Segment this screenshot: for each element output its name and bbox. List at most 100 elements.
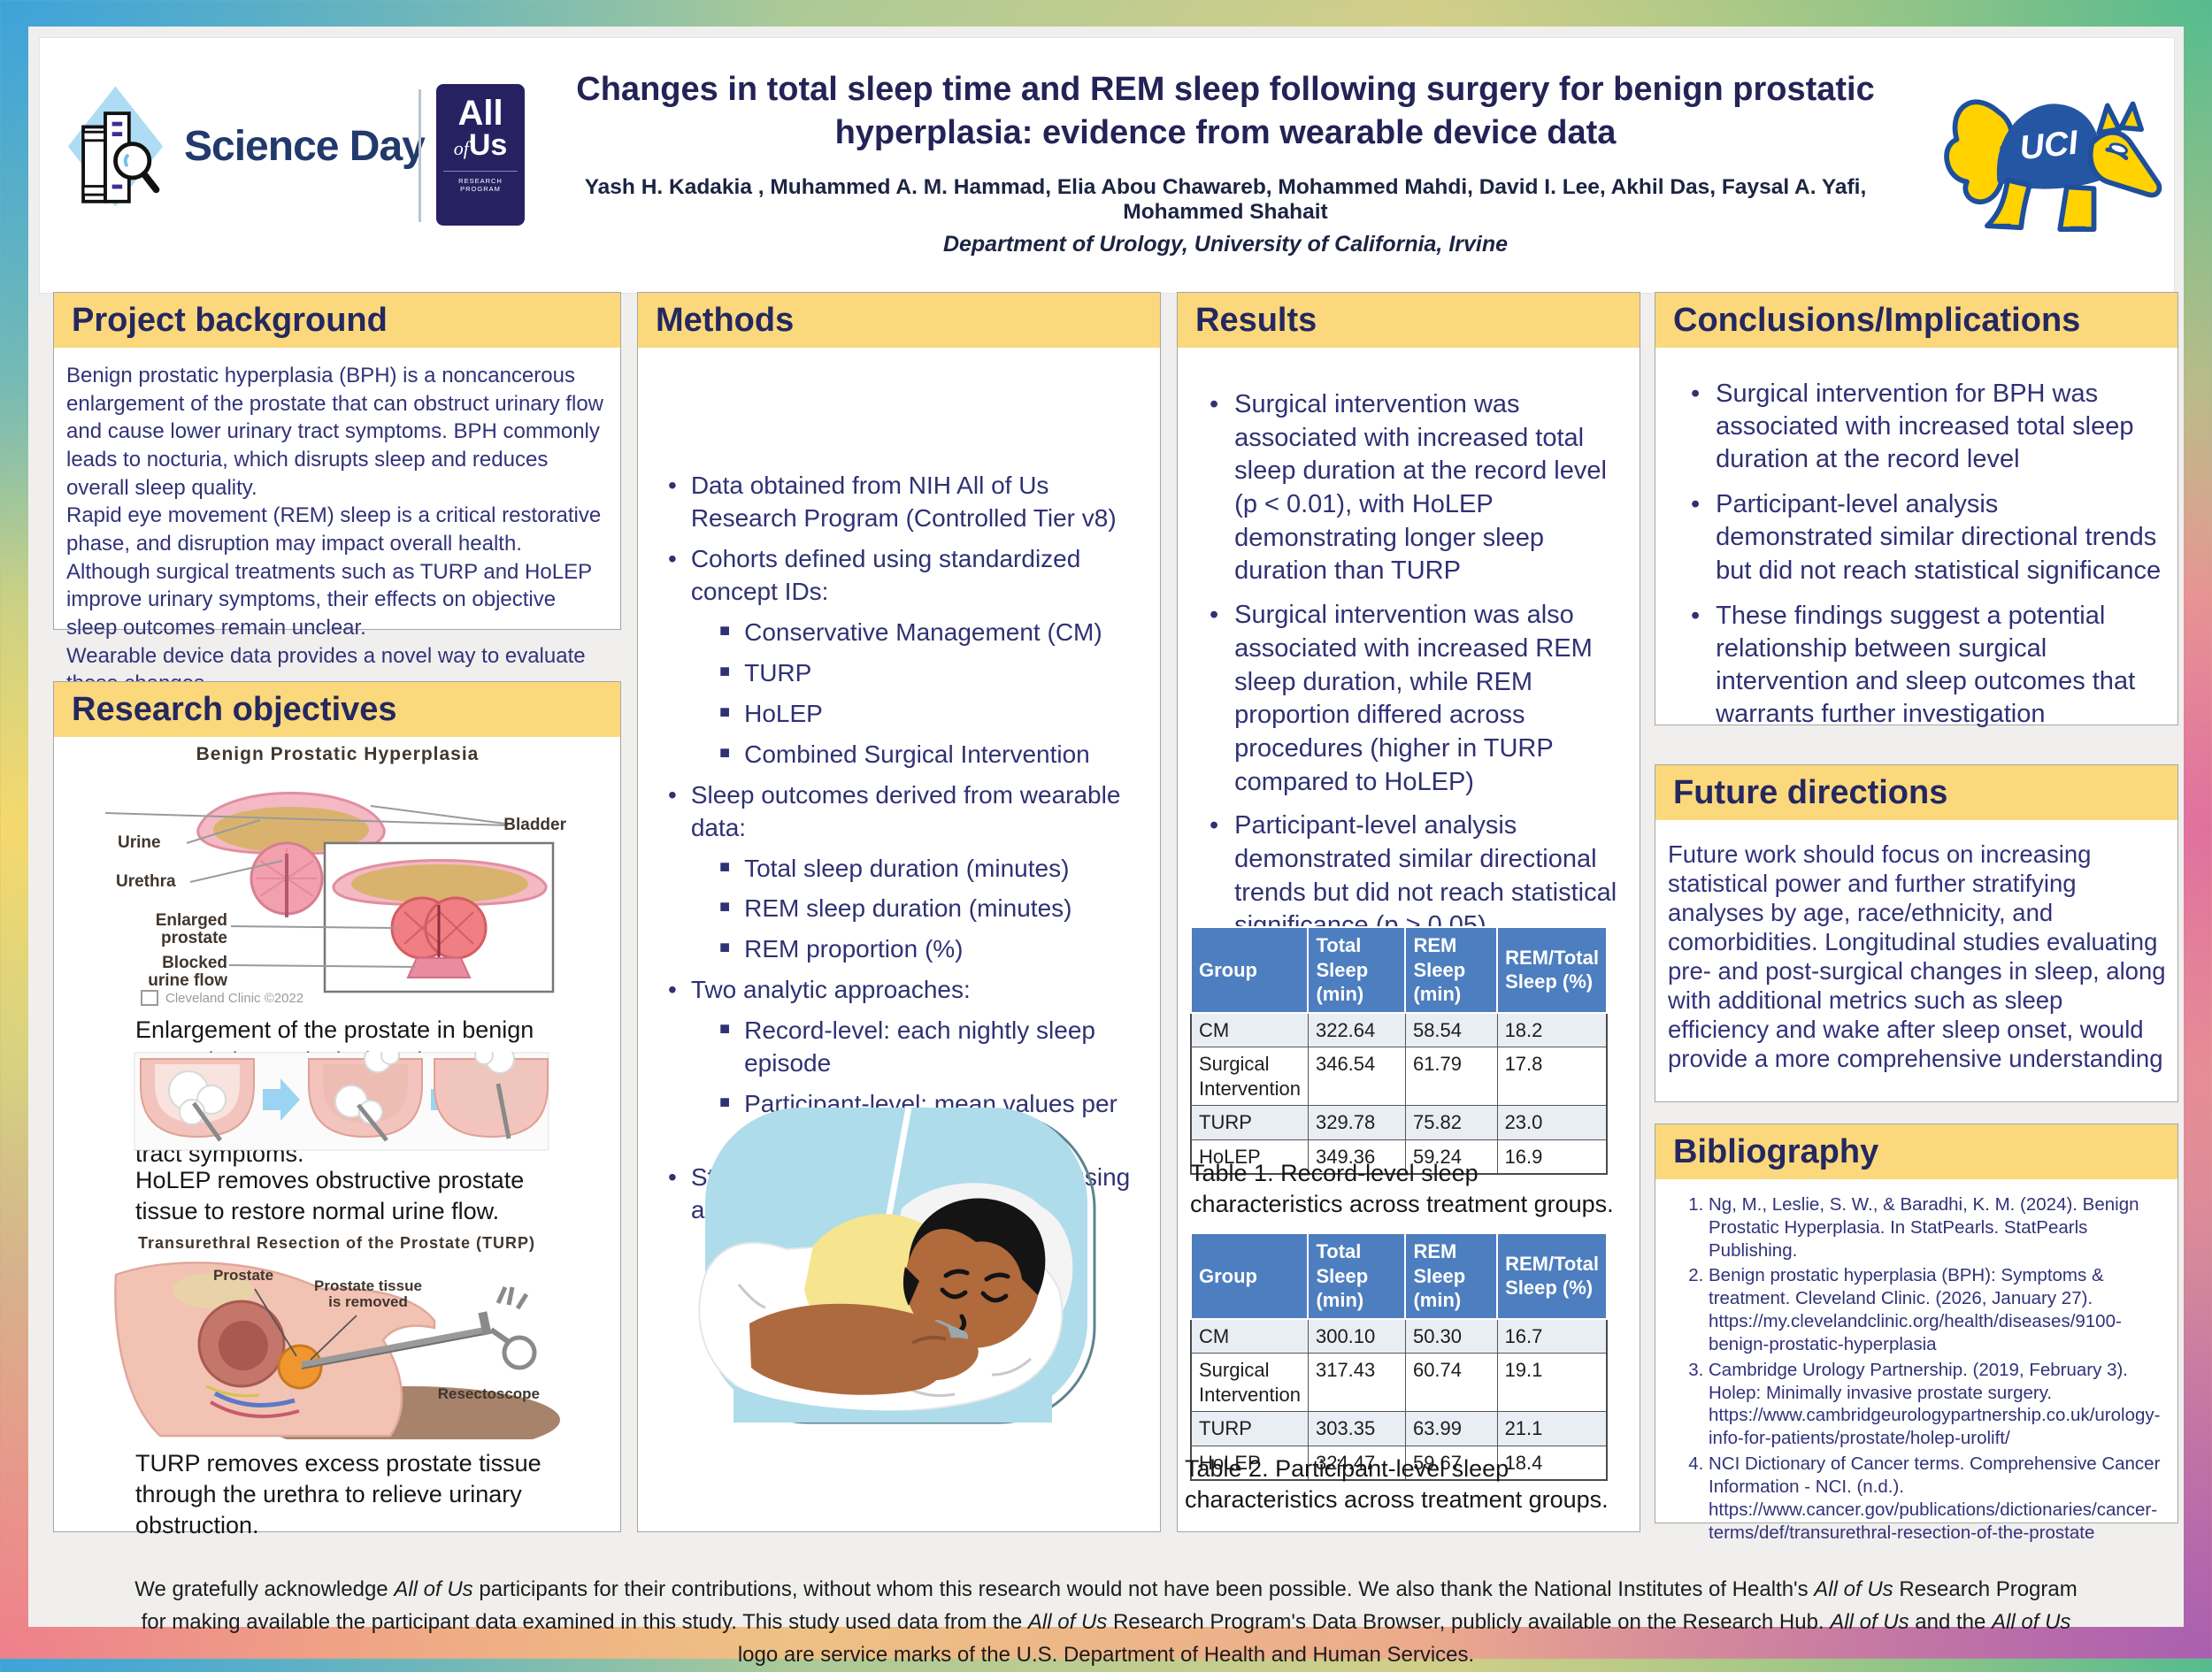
bph-figure-credit: Cleveland Clinic ©2022: [141, 990, 303, 1006]
table-cell-rem-ratio: 16.9: [1496, 1139, 1608, 1175]
square-bullet-icon: ■: [719, 938, 731, 958]
methods-item-text: Data obtained from NIH All of Us Researc…: [690, 472, 1117, 532]
table-cell-rem-sleep: 61.79: [1404, 1047, 1498, 1106]
table-header-cell: REM/Total Sleep (%): [1496, 926, 1608, 1014]
methods-subitem: ■ TURP: [719, 657, 1142, 690]
all-of-us-logo-all: All: [457, 94, 503, 133]
table-cell-rem-sleep: 58.54: [1404, 1012, 1498, 1047]
table-cell-group: CM: [1190, 1318, 1309, 1354]
table-cell-total-sleep: 349.36: [1307, 1139, 1406, 1175]
square-bullet-icon: ■: [719, 661, 731, 681]
bullet-icon: •: [1691, 490, 1701, 519]
bph-label-urethra: Urethra: [116, 872, 176, 891]
conclusions-title: Conclusions/Implications: [1655, 293, 2177, 348]
turp-label-tissue-removed: Prostate tissue is removed: [314, 1277, 422, 1310]
table-row: CM 300.10 50.30 16.7: [1190, 1318, 1608, 1354]
results-bullet-text: Participant-level analysis demonstrated …: [1234, 811, 1617, 940]
bph-label-enlarged-prostate: Enlarged prostate: [155, 911, 227, 947]
project-background-title: Project background: [54, 293, 620, 348]
table-row: CM 322.64 58.54 18.2: [1190, 1012, 1608, 1047]
table-row: TURP 303.35 63.99 21.1: [1190, 1411, 1608, 1446]
square-bullet-icon: ■: [719, 620, 731, 640]
future-directions-box: Future directions Future work should foc…: [1655, 764, 2178, 1102]
table-cell-total-sleep: 317.43: [1307, 1353, 1406, 1412]
uci-monogram: UCI: [2017, 123, 2080, 167]
methods-item-text: Record-level: each nightly sleep episode: [744, 1016, 1095, 1078]
results-bullet-text: Surgical intervention was also associate…: [1234, 601, 1593, 796]
research-objectives-title: Research objectives: [54, 682, 620, 737]
authors-line: Yash H. Kadakia , Muhammed A. M. Hammad,…: [584, 174, 1867, 224]
methods-subitem: ■ Combined Surgical Intervention: [719, 739, 1142, 771]
future-directions-title: Future directions: [1655, 765, 2177, 820]
acknowledgment-segment: participants for their contributions, wi…: [472, 1577, 1815, 1601]
bibliography-item: Ng, M., Leslie, S. W., & Baradhi, K. M. …: [1709, 1193, 2165, 1262]
project-background-box: Project background Benign prostatic hype…: [53, 292, 621, 695]
uci-anteater-logo: UCI: [1944, 99, 2162, 232]
table-header-cell: Group: [1189, 926, 1310, 1014]
bullet-icon: •: [1691, 380, 1701, 408]
table-cell-total-sleep: 346.54: [1307, 1047, 1406, 1106]
acknowledgment-segment: Research Program for making available th…: [141, 1577, 2078, 1635]
table-cell-total-sleep: 329.78: [1307, 1105, 1406, 1140]
bph-label-bladder: Bladder: [503, 816, 566, 834]
title-block: Changes in total sleep time and REM slee…: [535, 68, 1916, 257]
table-cell-total-sleep: 324.47: [1307, 1445, 1406, 1481]
methods-item: • Data obtained from NIH All of Us Resear…: [668, 470, 1142, 535]
methods-item-text: Total sleep duration (minutes): [744, 854, 1070, 882]
table-row: Surgical Intervention 346.54 61.79 17.8: [1190, 1047, 1608, 1106]
square-bullet-icon: ■: [719, 856, 731, 877]
poster-title-line2: hyperplasia: evidence from wearable devi…: [834, 114, 1617, 152]
acknowledgment-segment: All of Us: [394, 1577, 473, 1601]
methods-item: • Sleep outcomes derived from wearable da…: [668, 779, 1142, 845]
table-cell-total-sleep: 303.35: [1307, 1411, 1406, 1446]
bibliography-item: NCI Dictionary of Cancer terms. Comprehe…: [1709, 1453, 2165, 1544]
bph-diagram-image: Benign Prostatic Hyperplasia Bladder Uri…: [104, 744, 570, 1006]
background-paragraph: Rapid eye movement (REM) sleep is a crit…: [66, 503, 602, 556]
methods-subitem: ■ Total sleep duration (minutes): [719, 853, 1142, 886]
record-level-table: Group Total Sleep (min) REM Sleep (min) REM…: [1189, 926, 1608, 1175]
table-row: Surgical Intervention 317.43 60.74 19.1: [1190, 1353, 1608, 1412]
results-bullet-text: Surgical intervention was associated wit…: [1234, 390, 1607, 586]
table-header-cell: Total Sleep (min): [1307, 926, 1407, 1014]
table-row: TURP 329.78 75.82 23.0: [1190, 1105, 1608, 1140]
table-header-row: Group Total Sleep (min) REM Sleep (min) REM…: [1189, 1232, 1608, 1320]
table-header-cell: Group: [1189, 1232, 1310, 1320]
methods-item: • Two analytic approaches:: [668, 974, 1142, 1007]
table-cell-group: HoLEP: [1190, 1445, 1309, 1481]
acknowledgment-segment: We gratefully acknowledge: [134, 1577, 395, 1601]
table-cell-rem-ratio: 17.8: [1496, 1047, 1608, 1106]
table-cell-group: CM: [1190, 1012, 1309, 1047]
table-cell-rem-sleep: 59.24: [1404, 1139, 1498, 1175]
conclusions-bullet-text: Surgical intervention for BPH was associ…: [1716, 380, 2134, 474]
poster-title: Changes in total sleep time and REM slee…: [535, 68, 1916, 156]
conclusions-box: Conclusions/Implications • Surgical inter…: [1655, 292, 2178, 728]
results-bullet: • Surgical intervention was associated wi…: [1210, 388, 1625, 588]
bullet-icon: •: [1210, 811, 1219, 840]
bibliography-item: Cambridge Urology Partnership. (2019, Fe…: [1709, 1359, 2165, 1450]
table-cell-rem-sleep: 60.74: [1404, 1353, 1498, 1412]
table-cell-rem-ratio: 23.0: [1496, 1105, 1608, 1140]
table-row: HoLEP 349.36 59.24 16.9: [1190, 1139, 1608, 1175]
turp-diagram-art: [114, 1262, 560, 1453]
bullet-icon: •: [1691, 601, 1701, 630]
table-cell-group: TURP: [1190, 1411, 1309, 1446]
table-header-row: Group Total Sleep (min) REM Sleep (min) REM…: [1189, 926, 1608, 1014]
all-of-us-logo: All ofUs RESEARCH PROGRAM: [436, 84, 525, 226]
science-day-logo: Science Day: [65, 73, 426, 219]
table-cell-group: HoLEP: [1190, 1139, 1309, 1175]
results-title: Results: [1178, 293, 1640, 348]
all-of-us-logo-program: RESEARCH PROGRAM: [443, 170, 518, 193]
acknowledgment: We gratefully acknowledge All of Us part…: [126, 1573, 2086, 1672]
table-cell-rem-ratio: 19.1: [1496, 1353, 1608, 1412]
table-cell-rem-sleep: 59.67: [1404, 1445, 1498, 1481]
all-of-us-logo-ofus: ofUs: [436, 129, 525, 162]
participant-level-table: Group Total Sleep (min) REM Sleep (min) REM…: [1189, 1232, 1608, 1481]
bph-label-blocked-urine-flow: Blocked urine flow: [148, 954, 227, 990]
methods-item-text: Cohorts defined using standardized conce…: [690, 544, 1081, 605]
results-bullet: • Surgical intervention was also associat…: [1210, 599, 1625, 799]
square-bullet-icon: ■: [719, 742, 731, 763]
bph-label-urine: Urine: [118, 833, 161, 852]
square-bullet-icon: ■: [719, 702, 731, 722]
conclusions-bullet: • Surgical intervention for BPH was assoc…: [1691, 378, 2162, 476]
table-cell-rem-ratio: 16.7: [1496, 1318, 1608, 1354]
